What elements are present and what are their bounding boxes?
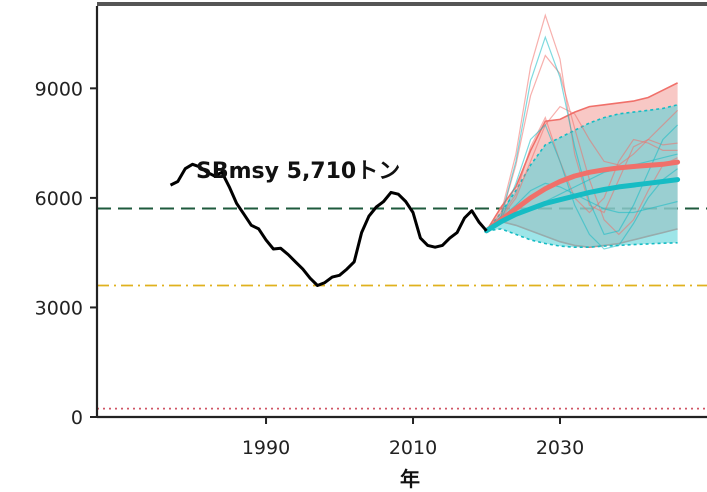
projection-trace-0-1	[486, 54, 678, 236]
projection-median-1	[484, 177, 681, 234]
x-axis-title: 年	[400, 467, 420, 491]
projection-trace-1-1	[486, 123, 678, 250]
observed-series	[169, 162, 488, 287]
sbmsy-annotation: SBmsy 5,710トン	[196, 159, 400, 184]
x-tick-label-2010: 2010	[389, 437, 437, 459]
projection-lower-1	[486, 228, 678, 248]
y-tick-label-9000: 9000	[35, 78, 83, 100]
y-tick-label-6000: 6000	[35, 188, 83, 210]
projection-upper-0	[485, 82, 678, 232]
projection-medians	[484, 159, 681, 234]
projection-trace-0-3	[486, 116, 678, 232]
axes: 0 3000 6000 9000 1990 2010 2030	[35, 2, 707, 459]
y-tick-label-0: 0	[71, 407, 83, 429]
x-tick-label-1990: 1990	[242, 437, 290, 459]
projection-trace-0-0	[486, 13, 678, 232]
projection-median-0	[484, 159, 681, 234]
observed-line	[169, 162, 488, 287]
x-tick-label-2030: 2030	[536, 437, 584, 459]
y-tick-label-3000: 3000	[35, 297, 83, 319]
projection-trace-1-2	[486, 182, 678, 232]
